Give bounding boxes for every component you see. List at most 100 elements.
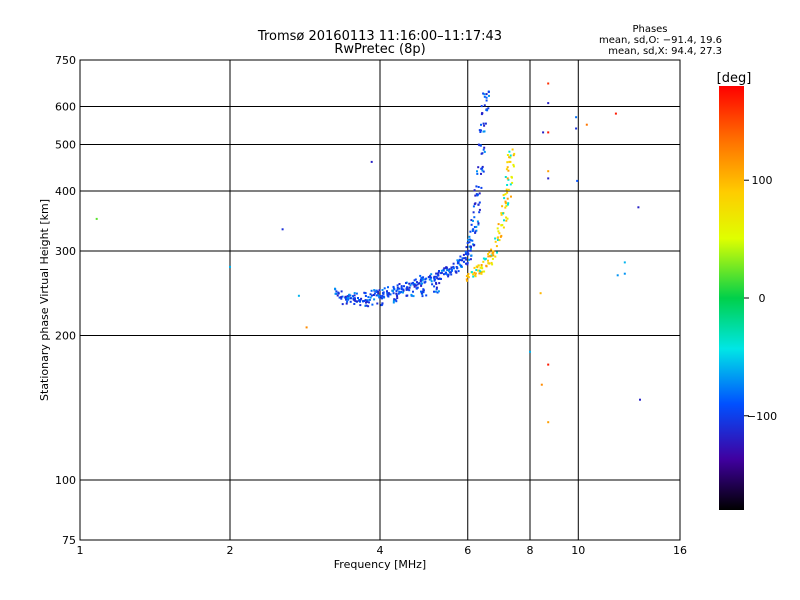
data-point	[468, 241, 471, 244]
data-point	[616, 274, 619, 277]
data-point	[420, 277, 423, 280]
data-point	[433, 277, 436, 280]
data-point	[360, 297, 363, 300]
data-point	[353, 298, 356, 301]
data-point	[451, 269, 453, 272]
data-point	[419, 274, 422, 277]
data-point	[424, 278, 427, 281]
data-point	[375, 294, 378, 297]
data-point	[477, 203, 480, 206]
data-point	[481, 169, 484, 172]
data-point	[547, 363, 550, 366]
data-point	[347, 298, 350, 301]
data-point	[392, 301, 395, 304]
data-point	[410, 282, 413, 285]
data-point	[450, 266, 453, 269]
data-point	[334, 287, 336, 290]
data-point	[430, 276, 433, 279]
data-point	[465, 262, 467, 265]
data-point	[437, 278, 440, 280]
data-point	[476, 170, 478, 173]
colorbar-tick-label: 0	[759, 292, 766, 305]
data-point	[494, 237, 497, 240]
data-point	[381, 289, 384, 291]
data-point	[456, 262, 459, 265]
data-point	[446, 269, 449, 271]
data-point	[377, 294, 380, 297]
data-point	[438, 277, 441, 280]
data-point	[484, 257, 487, 260]
data-point	[421, 279, 424, 282]
data-point	[412, 290, 414, 293]
data-point	[449, 271, 451, 274]
data-point	[341, 303, 344, 306]
data-point	[378, 289, 381, 292]
data-point	[452, 267, 455, 270]
data-point	[484, 122, 487, 125]
data-point	[397, 292, 400, 295]
data-point	[483, 270, 486, 273]
data-point	[367, 305, 370, 308]
data-point	[473, 216, 476, 219]
data-point	[387, 292, 390, 295]
data-point	[466, 279, 469, 282]
data-point	[491, 252, 494, 255]
data-point	[497, 223, 500, 226]
data-point	[359, 304, 362, 307]
data-point	[305, 326, 308, 329]
data-point	[507, 188, 510, 191]
data-point	[503, 219, 505, 222]
data-point	[511, 176, 513, 179]
data-point	[469, 230, 472, 233]
data-point	[547, 82, 550, 85]
data-point	[358, 299, 361, 302]
data-point	[503, 197, 506, 200]
data-point	[463, 257, 466, 260]
data-point	[465, 258, 468, 261]
data-point	[479, 131, 482, 133]
data-point	[349, 300, 352, 303]
data-point	[393, 288, 396, 291]
data-point	[355, 292, 358, 295]
data-point	[478, 211, 481, 214]
data-point	[370, 289, 373, 292]
data-point	[469, 258, 472, 261]
data-point	[474, 230, 477, 233]
data-point	[344, 295, 347, 298]
data-point	[447, 273, 450, 276]
data-point	[483, 93, 486, 96]
data-point	[463, 260, 465, 263]
data-point	[443, 267, 446, 270]
data-point	[340, 296, 343, 299]
data-point	[487, 91, 490, 93]
y-axis-label: Stationary phase Virtual Height [km]	[38, 199, 51, 401]
data-point	[472, 244, 475, 247]
data-point	[438, 282, 441, 285]
data-point	[416, 286, 419, 289]
y-tick-label: 500	[55, 139, 76, 152]
data-point	[464, 256, 467, 259]
data-point	[420, 292, 423, 295]
data-point	[469, 249, 472, 252]
data-point	[512, 154, 515, 157]
data-point	[488, 251, 491, 254]
data-point	[382, 295, 385, 298]
data-point	[480, 172, 482, 175]
data-point	[470, 223, 473, 226]
data-point	[473, 271, 476, 274]
data-point	[415, 284, 418, 287]
data-point	[389, 293, 392, 296]
data-point	[434, 290, 437, 293]
data-point	[483, 104, 486, 107]
data-point	[436, 277, 439, 280]
data-point	[478, 201, 481, 204]
data-point	[412, 295, 415, 298]
data-point	[398, 287, 401, 290]
data-point	[373, 298, 376, 301]
data-point	[406, 286, 409, 289]
data-point	[477, 223, 480, 226]
data-point	[474, 275, 477, 278]
data-point	[443, 273, 445, 276]
data-point	[416, 283, 419, 286]
data-point	[478, 129, 481, 132]
